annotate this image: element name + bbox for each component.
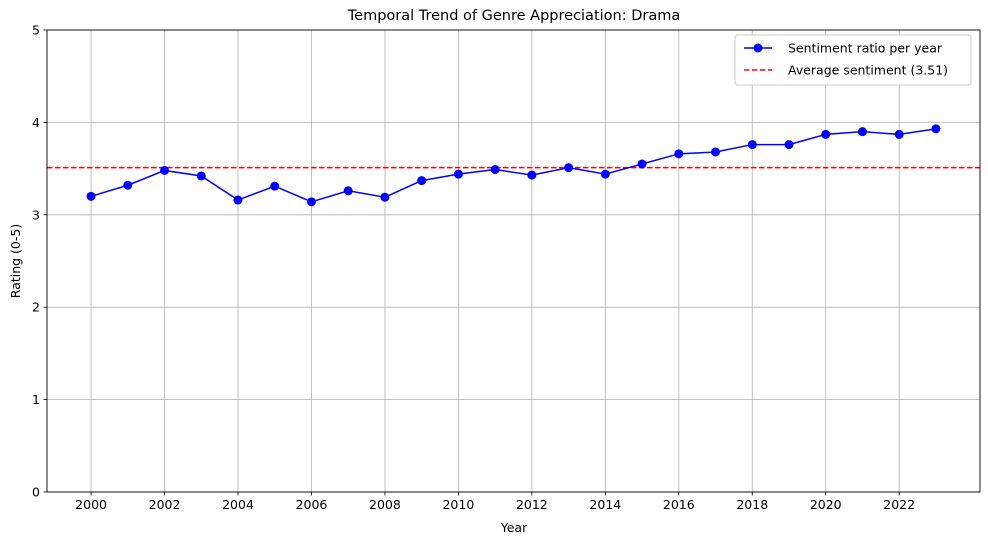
series-line: [90, 128, 937, 203]
y-tick-label: 5: [32, 23, 40, 38]
data-point: [196, 171, 206, 181]
y-axis-label: Rating (0-5): [8, 224, 23, 298]
x-axis-ticks: 2000 2002 2004 2006 2008 2010 2012 2014 2016 2018…: [75, 492, 915, 512]
data-point: [564, 163, 574, 173]
data-point: [380, 192, 390, 202]
data-point: [894, 129, 904, 139]
x-tick-label: 2008: [369, 497, 401, 512]
data-point: [306, 197, 316, 207]
data-point: [343, 186, 353, 196]
data-point: [490, 165, 500, 175]
x-tick-label: 2016: [663, 497, 695, 512]
x-tick-label: 2002: [149, 497, 181, 512]
x-tick-label: 2006: [296, 497, 328, 512]
data-point: [123, 180, 133, 190]
legend-frame: [734, 34, 972, 86]
data-point: [931, 124, 941, 134]
data-point: [784, 140, 794, 150]
x-tick-label: 2018: [736, 497, 768, 512]
x-tick-label: 2020: [810, 497, 842, 512]
data-point: [453, 169, 463, 179]
y-tick-label: 3: [32, 207, 40, 222]
legend-average-label: Average sentiment (3.51): [788, 63, 948, 78]
y-tick-label: 1: [32, 392, 40, 407]
y-axis-ticks: 0 1 2 3 4 5: [32, 23, 47, 500]
data-point: [857, 127, 867, 137]
x-tick-label: 2022: [883, 497, 915, 512]
data-point: [600, 169, 610, 179]
data-point: [270, 181, 280, 191]
x-axis-label: Year: [500, 520, 528, 535]
data-point: [747, 140, 757, 150]
plot-frame: [46, 29, 981, 493]
data-point: [821, 129, 831, 139]
x-tick-label: 2000: [75, 497, 107, 512]
x-tick-label: 2012: [516, 497, 548, 512]
data-point: [233, 195, 243, 205]
x-tick-label: 2014: [589, 497, 621, 512]
x-tick-label: 2004: [222, 497, 254, 512]
y-tick-label: 0: [32, 485, 40, 500]
data-point: [637, 159, 647, 169]
data-point: [417, 176, 427, 186]
data-point: [86, 191, 96, 201]
data-point: [711, 147, 721, 157]
grid-lines: [47, 29, 980, 493]
y-tick-label: 4: [32, 115, 40, 130]
legend: Sentiment ratio per year Average sentime…: [734, 34, 972, 86]
y-tick-label: 2: [32, 300, 40, 315]
legend-series-label: Sentiment ratio per year: [788, 41, 943, 56]
legend-series-marker: [753, 43, 763, 53]
data-point: [160, 165, 170, 175]
data-point: [674, 149, 684, 159]
x-tick-label: 2010: [442, 497, 474, 512]
data-point: [527, 170, 537, 180]
chart-title: Temporal Trend of Genre Appreciation: Dr…: [347, 8, 680, 24]
series-layer: [86, 124, 941, 207]
